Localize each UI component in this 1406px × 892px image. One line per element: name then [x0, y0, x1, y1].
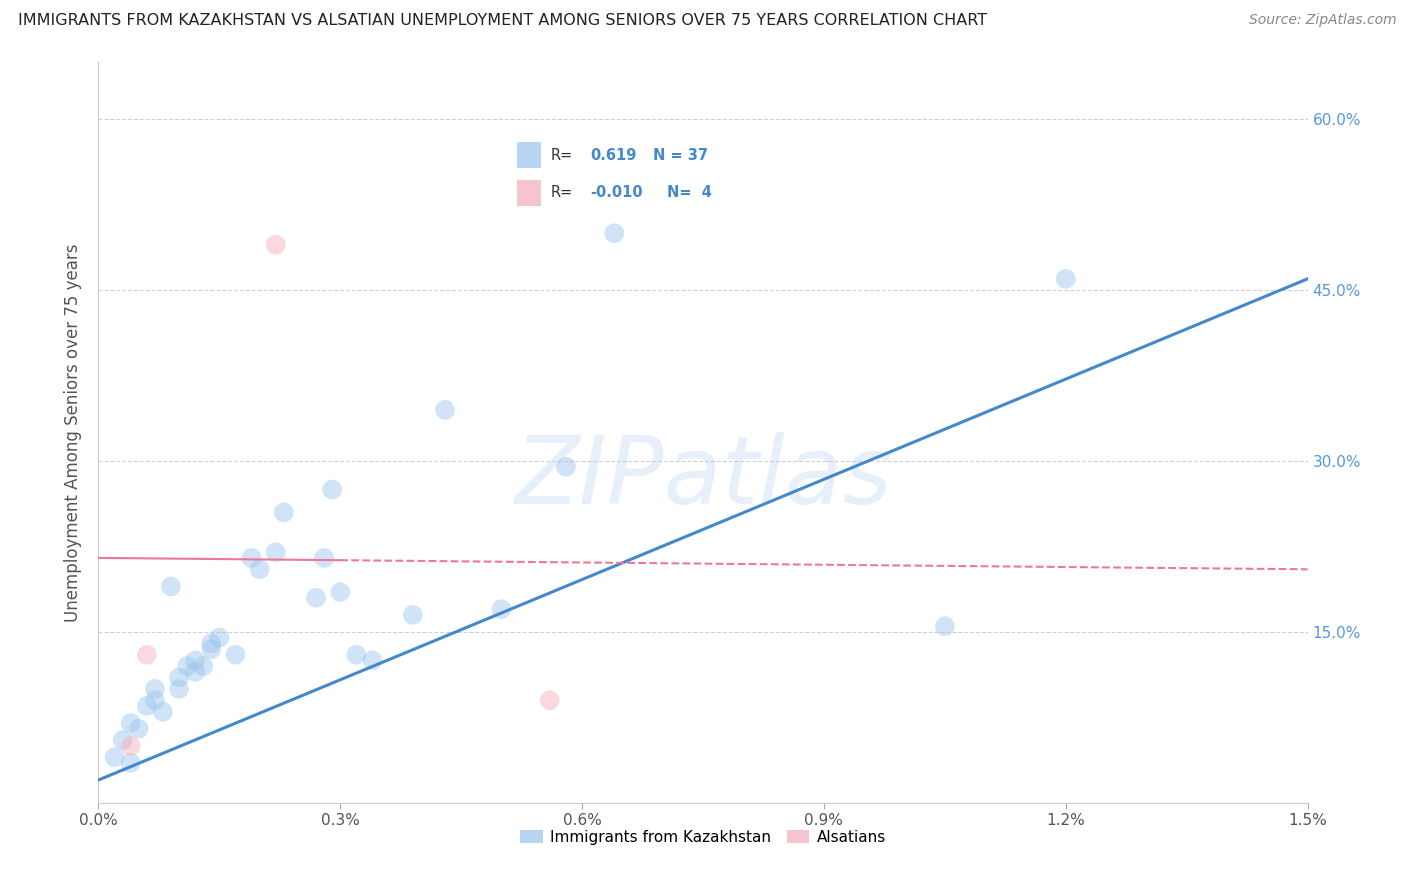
- Point: [200, 642, 222, 657]
- Text: R=: R=: [550, 147, 572, 162]
- Point: [329, 585, 352, 599]
- Text: -0.010: -0.010: [591, 186, 643, 201]
- Point: [143, 693, 166, 707]
- Point: [555, 459, 578, 474]
- Y-axis label: Unemployment Among Seniors over 75 years: Unemployment Among Seniors over 75 years: [65, 244, 83, 622]
- Legend: Immigrants from Kazakhstan, Alsatians: Immigrants from Kazakhstan, Alsatians: [513, 823, 893, 851]
- Point: [273, 505, 295, 519]
- Point: [208, 631, 231, 645]
- Text: 0.619: 0.619: [591, 147, 637, 162]
- Point: [135, 698, 157, 713]
- Point: [167, 671, 190, 685]
- Point: [491, 602, 513, 616]
- Point: [264, 545, 287, 559]
- Point: [249, 562, 271, 576]
- Text: Source: ZipAtlas.com: Source: ZipAtlas.com: [1249, 13, 1396, 28]
- Point: [135, 648, 157, 662]
- Text: ZIPatlas: ZIPatlas: [515, 432, 891, 523]
- Point: [224, 648, 246, 662]
- Point: [152, 705, 174, 719]
- FancyBboxPatch shape: [517, 143, 541, 168]
- Point: [120, 716, 142, 731]
- Point: [120, 756, 142, 770]
- FancyBboxPatch shape: [517, 180, 541, 205]
- Point: [402, 607, 425, 622]
- Point: [176, 659, 198, 673]
- Point: [264, 237, 287, 252]
- Point: [538, 693, 561, 707]
- Point: [167, 681, 190, 696]
- Point: [1054, 272, 1077, 286]
- Point: [934, 619, 956, 633]
- Point: [184, 665, 207, 679]
- Point: [321, 483, 343, 497]
- Point: [305, 591, 328, 605]
- Text: N = 37: N = 37: [654, 147, 709, 162]
- Point: [200, 636, 222, 650]
- Point: [434, 402, 457, 417]
- Point: [240, 550, 263, 565]
- Text: IMMIGRANTS FROM KAZAKHSTAN VS ALSATIAN UNEMPLOYMENT AMONG SENIORS OVER 75 YEARS : IMMIGRANTS FROM KAZAKHSTAN VS ALSATIAN U…: [18, 13, 987, 29]
- Point: [120, 739, 142, 753]
- Point: [111, 733, 134, 747]
- Point: [103, 750, 125, 764]
- Point: [344, 648, 367, 662]
- Point: [184, 653, 207, 667]
- Point: [143, 681, 166, 696]
- Point: [361, 653, 384, 667]
- Point: [314, 550, 336, 565]
- Point: [128, 722, 150, 736]
- Text: N=  4: N= 4: [668, 186, 713, 201]
- Point: [160, 579, 183, 593]
- Point: [603, 227, 626, 241]
- Point: [193, 659, 215, 673]
- Text: R=: R=: [550, 186, 572, 201]
